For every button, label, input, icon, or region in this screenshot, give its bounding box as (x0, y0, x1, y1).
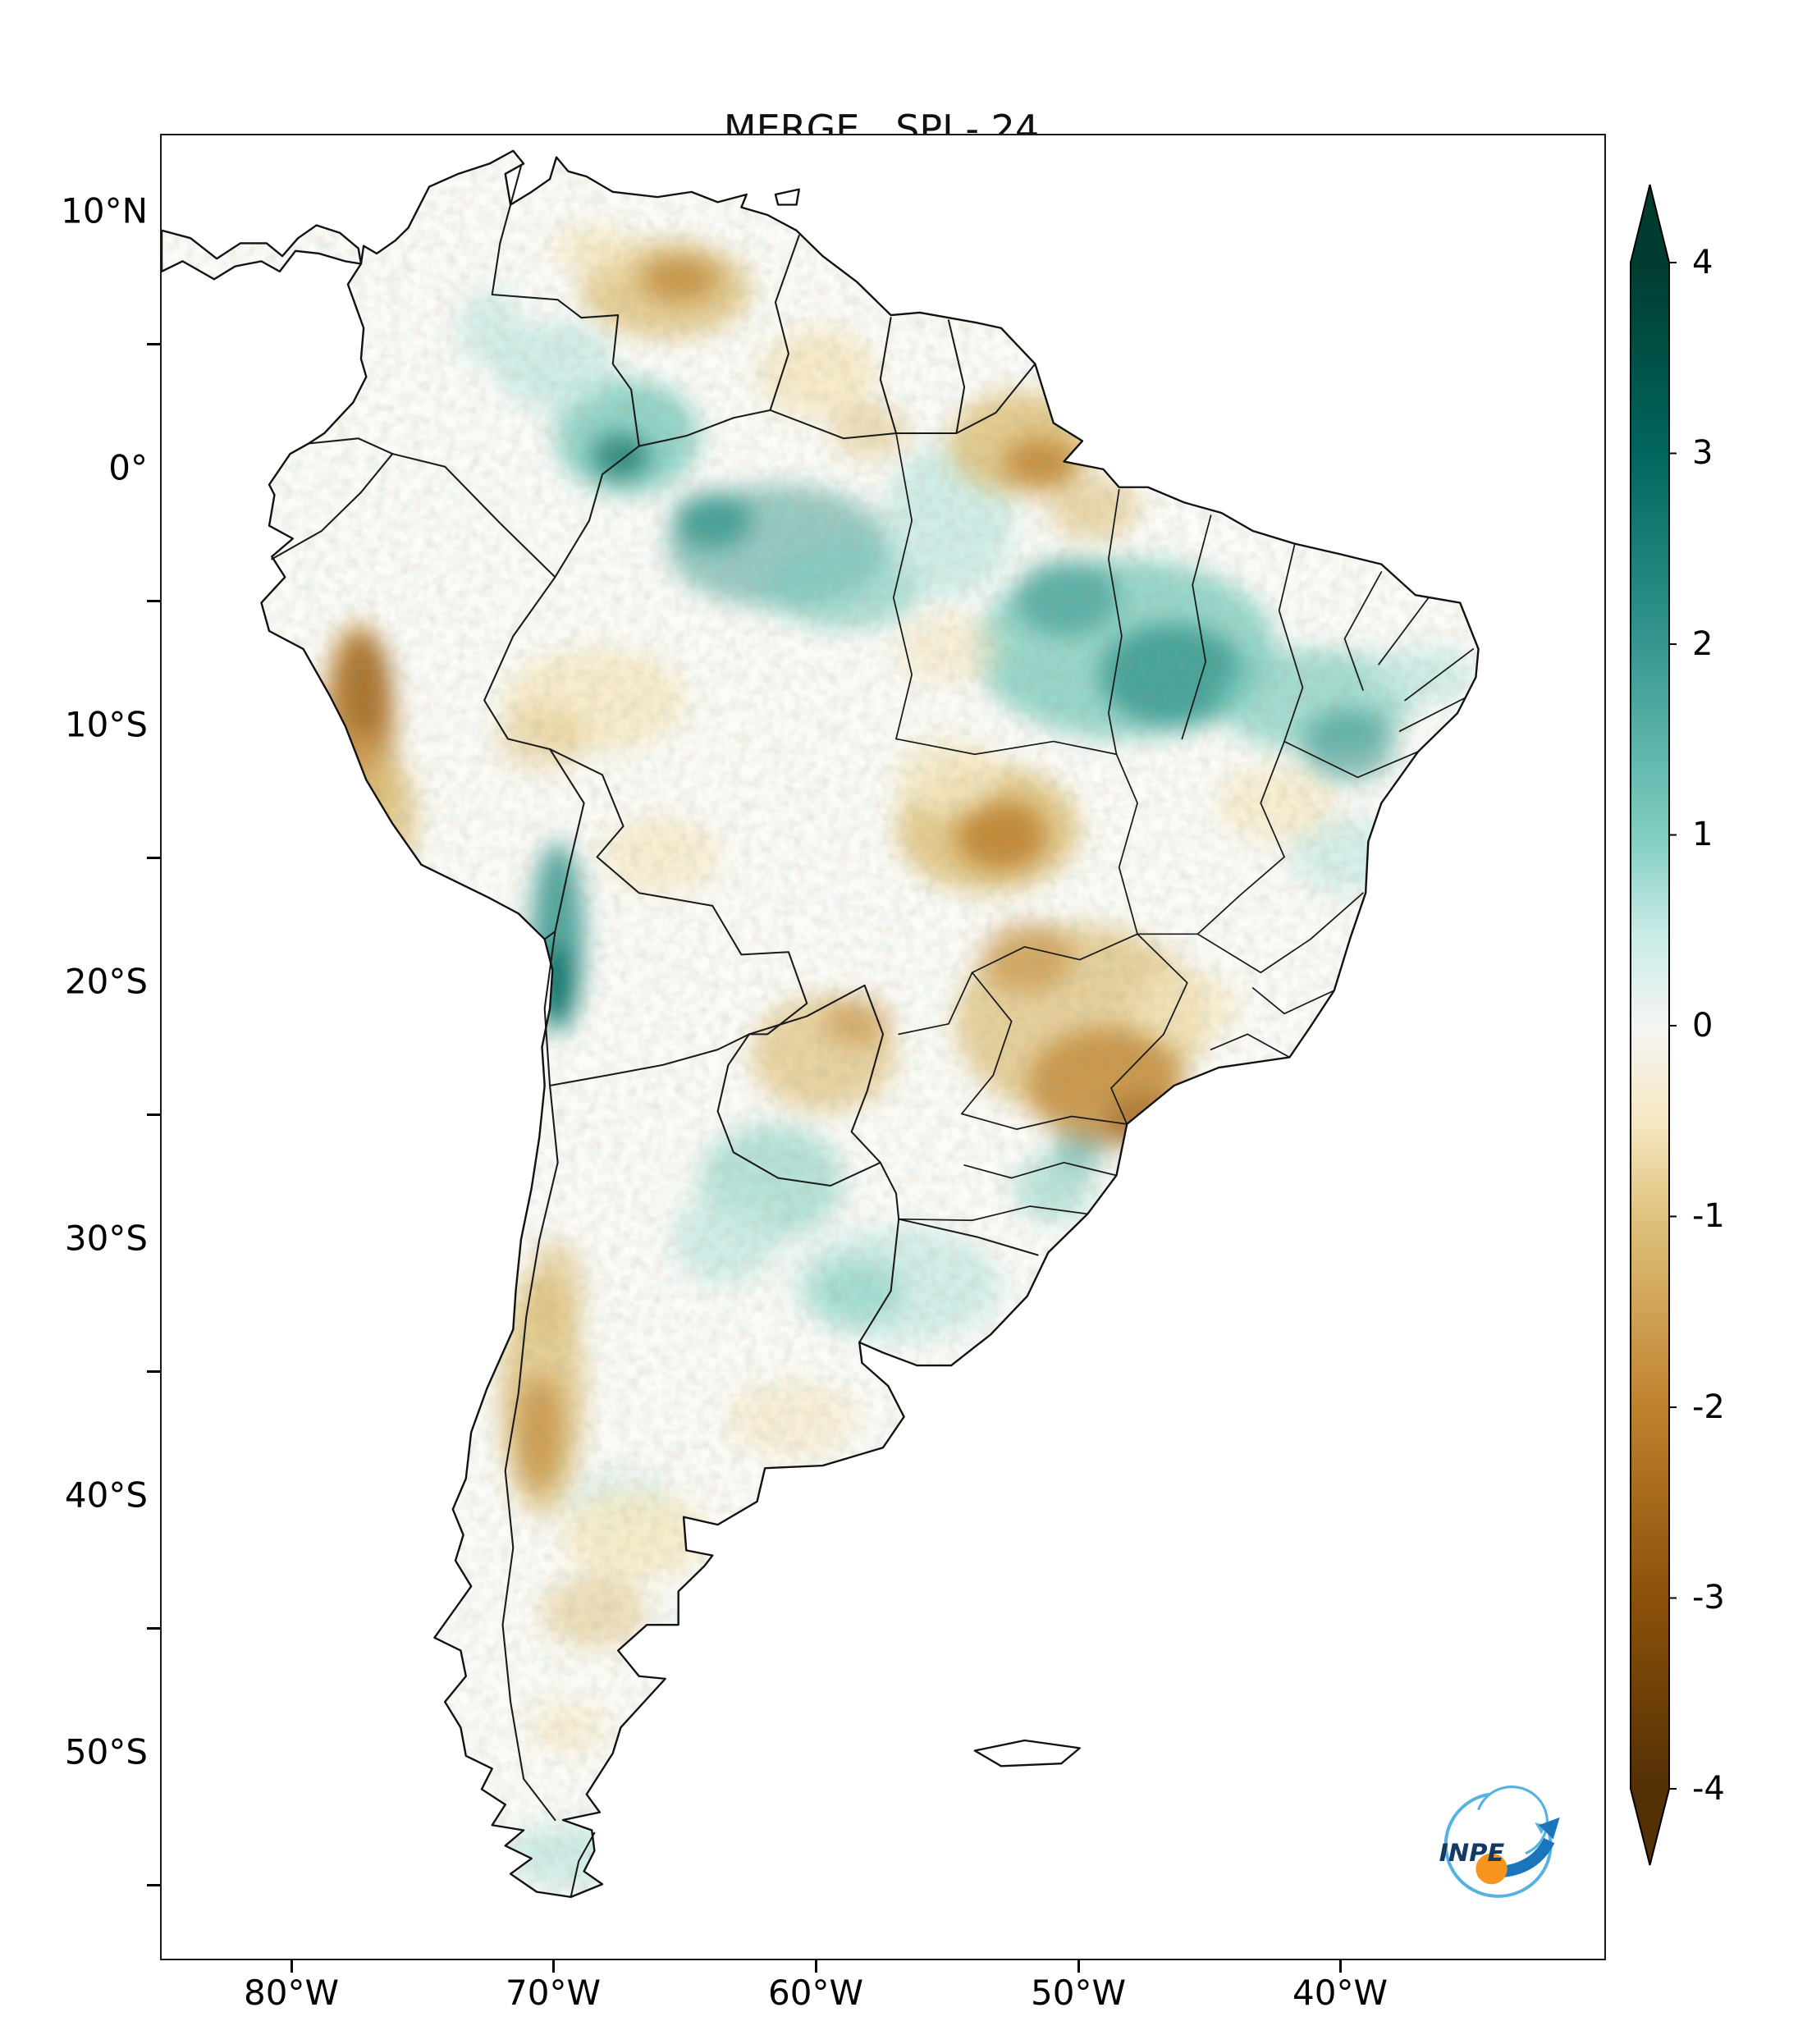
x-tick-70w: 70°W (506, 1973, 601, 2013)
colorbar-tick-m4: -4 (1692, 1770, 1725, 1808)
colorbar-tick-2: 2 (1692, 625, 1713, 663)
x-tickmark (1339, 1959, 1342, 1973)
y-tick-50s: 50°S (64, 1731, 148, 1772)
inpe-logo: INPE (1439, 1786, 1560, 1898)
colorbar-tick-3: 3 (1692, 434, 1713, 472)
x-tick-40w: 40°W (1292, 1973, 1388, 2013)
x-tickmark (1077, 1959, 1080, 1973)
x-tickmark (291, 1959, 293, 1973)
y-tickmark (147, 1370, 160, 1373)
spi-raster-field (162, 150, 1479, 1897)
y-tick-10s: 10°S (64, 704, 148, 745)
land-speckle (162, 150, 1479, 1897)
y-tickmark (147, 600, 160, 602)
colorbar-tick-1: 1 (1692, 816, 1713, 853)
y-tickmark (147, 1884, 160, 1886)
y-tick-30s: 30°S (64, 1218, 148, 1259)
country-borders (271, 165, 1039, 1898)
y-tickmark (147, 343, 160, 345)
x-tickmark (552, 1959, 555, 1973)
y-tick-10n: 10°N (61, 190, 148, 231)
y-tickmark (147, 857, 160, 859)
x-tick-60w: 60°W (768, 1973, 863, 2013)
y-tickmark (147, 1113, 160, 1116)
y-tickmark (147, 1627, 160, 1630)
colorbar-tick-m3: -3 (1692, 1579, 1725, 1616)
map-plot-area: INPE (160, 134, 1606, 1960)
y-tick-20s: 20°S (64, 961, 148, 1002)
y-tick-0: 0° (108, 447, 148, 488)
x-tick-50w: 50°W (1031, 1973, 1126, 2013)
colorbar-svg (1630, 184, 1677, 1866)
colorbar-tick-0: 0 (1692, 1007, 1713, 1045)
colorbar-tick-m1: -1 (1692, 1197, 1725, 1235)
y-tick-40s: 40°S (64, 1475, 148, 1516)
state-borders (892, 432, 1475, 1222)
colorbar-gradient-bar (1630, 184, 1670, 1866)
colorbar-tick-4: 4 (1692, 244, 1713, 281)
south-america-map-svg: INPE (160, 149, 1560, 1899)
x-tickmark (815, 1959, 817, 1973)
inpe-logo-text: INPE (1439, 1839, 1505, 1868)
colorbar-tick-m2: -2 (1692, 1388, 1725, 1426)
coastline (160, 149, 1480, 1899)
colorbar (1629, 183, 1680, 1870)
x-tick-80w: 80°W (244, 1973, 339, 2013)
inpe-logo-globe (1475, 1853, 1507, 1885)
colorbar-tickmarks (1669, 262, 1677, 1790)
